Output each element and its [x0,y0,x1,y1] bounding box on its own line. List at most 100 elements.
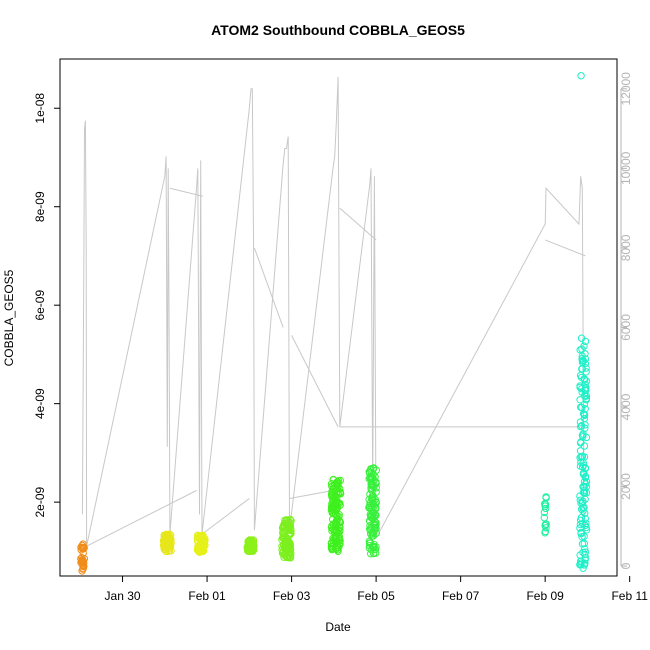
data-point [582,433,591,442]
y-tick-label-left: 1e-08 [33,93,47,124]
data-point [78,541,86,550]
data-point [577,499,585,507]
data-point [327,506,336,514]
altitude-connector-3 [253,247,284,328]
altitude-connector-5 [339,207,377,241]
data-point [331,533,339,542]
data-point [367,512,375,520]
y-tick-label-right: 4000 [619,393,633,420]
data-point [278,545,286,554]
data-point [580,471,588,479]
data-point [246,542,254,550]
data-point [328,545,336,553]
data-point [581,376,589,384]
data-point [542,524,550,532]
chart-title: ATOM2 Southbound COBBLA_GEOS5 [211,22,465,38]
data-point [249,547,257,555]
y-axis-label: COBBLA_GEOS5 [2,269,16,366]
data-point [542,494,550,502]
y-tick-label-left: 2e-09 [33,486,47,517]
data-point [365,469,374,477]
data-point [577,529,585,538]
data-point [369,492,377,500]
data-point [579,488,588,497]
x-tick-label: Feb 05 [357,589,395,603]
y-tick-label-left: 8e-09 [33,191,47,222]
data-point [247,547,255,555]
altitude-connector-0 [86,490,197,547]
data-point [280,521,289,530]
data-point [579,507,587,515]
data-point [576,462,585,470]
data-point [333,515,341,523]
data-point [582,364,590,372]
data-point [579,461,588,469]
data-point [370,513,378,521]
data-point [78,567,86,575]
data-point [582,396,590,404]
data-point [366,499,374,508]
data-point [581,380,589,389]
data-point [581,559,589,567]
x-tick-label: Jan 30 [105,589,141,603]
altitude-line [81,76,586,547]
data-point [578,356,586,365]
x-tick-label: Feb 11 [611,589,648,603]
data-point [371,549,380,557]
data-point [370,464,378,472]
data-point [576,422,585,431]
data-point [328,487,336,496]
data-points [77,72,591,575]
data-point [193,534,202,542]
data-point [578,533,586,541]
x-tick-label: Feb 07 [442,589,480,603]
y-tick-label-left: 4e-09 [33,388,47,419]
data-point [540,508,549,517]
data-point [162,531,171,539]
data-point [578,540,587,548]
data-point [582,377,591,385]
altitude-connector-1 [169,187,203,197]
data-point [194,536,202,544]
data-point [327,503,336,511]
data-point [372,478,380,487]
data-point [198,541,207,549]
y-tick-label-right: 10000 [619,151,633,185]
data-point [279,534,287,542]
data-point [576,439,585,447]
data-point-outlier [577,72,585,80]
data-point [286,554,294,562]
plot-frame [59,58,618,577]
data-point [78,544,87,552]
data-point [166,543,175,551]
x-tick-label: Feb 09 [526,589,564,603]
y-tick-label-right: 8000 [619,234,633,261]
data-point [577,422,586,430]
y-tick-label-right: 12000 [619,72,633,106]
data-point [329,520,337,528]
y-axis-right: 0 2000 4000 6000 8000 10000 12000 [619,72,633,570]
data-point [541,529,549,537]
data-point [581,556,589,564]
altitude-connector-4 [289,490,334,499]
data-point [247,538,255,546]
y-tick-label-right: 2000 [619,473,633,500]
data-point [167,547,175,555]
altitude-lines [81,76,586,547]
data-point [328,491,336,499]
data-point [331,480,339,488]
data-point [578,365,586,373]
data-point [576,492,584,500]
x-tick-label: Feb 03 [273,589,311,603]
data-point [371,522,379,530]
data-point [580,414,589,423]
data-point [329,475,337,484]
data-point [193,546,202,554]
data-point [576,496,584,504]
data-point [282,553,291,561]
data-point [372,484,380,492]
data-point [286,546,295,554]
data-point [372,529,380,537]
x-axis-label: Date [325,620,351,634]
